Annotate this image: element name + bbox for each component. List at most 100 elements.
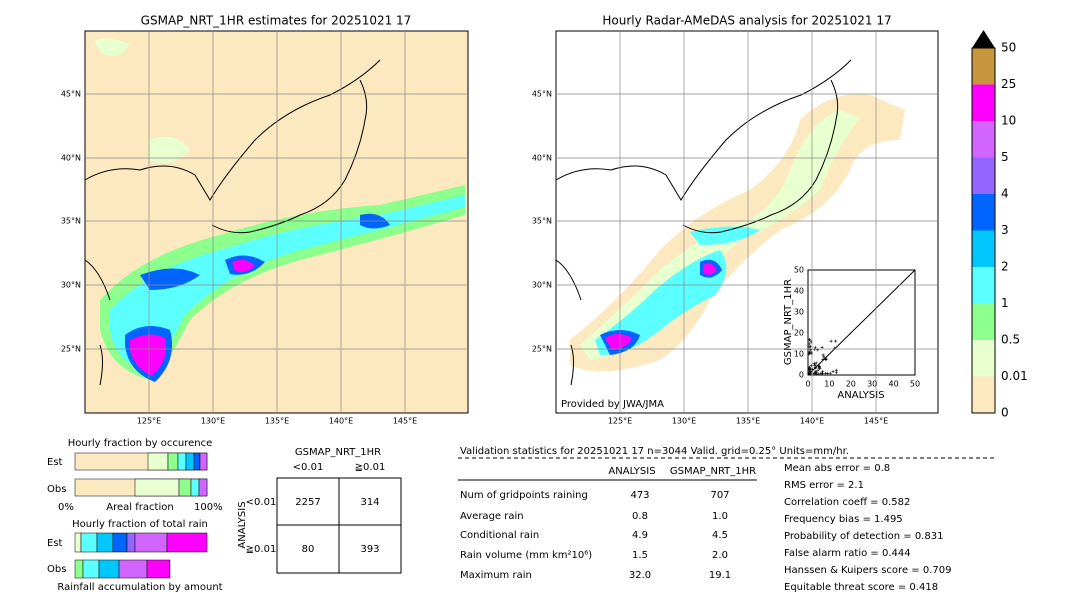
lon-label: 145°E [393, 417, 417, 426]
cross [821, 357, 825, 361]
lon-label: 135°E [736, 417, 760, 426]
value: 473 [630, 490, 649, 501]
lon-label: 140°E [329, 417, 353, 426]
fraction-bar [74, 452, 208, 497]
cross [807, 350, 811, 354]
inset-x-label: ANALYSIS [837, 390, 884, 401]
inset-y-tick: 20 [794, 329, 804, 338]
row-label: Num of gridpoints raining [460, 490, 588, 501]
colorbar-segment [972, 230, 995, 267]
score: RMS error = 2.1 [784, 480, 864, 491]
colorbar-segment [972, 157, 995, 194]
score: Hanssen & Kuipers score = 0.709 [784, 565, 951, 576]
value: 4.5 [712, 530, 728, 541]
inset-y-tick: 30 [794, 308, 804, 317]
table-cell: 393 [360, 544, 379, 555]
value: 19.1 [709, 570, 731, 581]
cross [828, 371, 832, 375]
axis-label: Areal fraction [106, 502, 173, 513]
table-cell: 314 [360, 497, 379, 508]
cross [813, 345, 817, 349]
cross [814, 372, 818, 376]
inset-y-tick: 40 [794, 287, 804, 296]
rain-area [130, 259, 255, 376]
cross [807, 345, 811, 349]
value: 1.5 [632, 550, 648, 561]
map-title: Hourly Radar-AMeDAS analysis for 2025102… [602, 14, 891, 28]
row-label: Conditional rain [460, 530, 539, 541]
lat-label: 30°N [532, 281, 552, 290]
table-cell: 80 [302, 544, 315, 555]
row-label: Average rain [460, 511, 524, 522]
row-label: Est [47, 538, 63, 549]
colorbar-label: 25 [1001, 77, 1016, 91]
inset-x-tick: 10 [824, 380, 834, 389]
row-label: <0.01 [246, 497, 277, 508]
cross [816, 368, 820, 372]
cross [824, 357, 828, 361]
lat-label: 25°N [532, 345, 552, 354]
cross [813, 347, 817, 351]
value: 707 [710, 490, 729, 501]
row-label: Est [47, 457, 63, 468]
row-label: ≧0.01 [246, 544, 277, 555]
panel-footer: Rainfall accumulation by amount [57, 582, 222, 593]
credit: Provided by JWA/JMA [561, 399, 664, 410]
score: Correlation coeff = 0.582 [784, 497, 910, 508]
value: 32.0 [629, 570, 651, 581]
colorbar-label: 10 [1001, 114, 1016, 128]
cross [813, 363, 817, 367]
value: 1.0 [712, 511, 728, 522]
map-frame [555, 30, 939, 414]
cross [807, 368, 811, 372]
cross [819, 372, 823, 376]
lon-label: 130°E [672, 417, 696, 426]
colorbar-frame [971, 47, 996, 414]
cross [834, 368, 838, 372]
value: 4.9 [632, 530, 648, 541]
colorbar-label: 2 [1001, 260, 1009, 274]
cross [814, 361, 818, 365]
cross [831, 370, 835, 374]
cross [820, 346, 824, 350]
lat-label: 45°N [532, 90, 552, 99]
validation-header: Validation statistics for 20251021 17 n=… [460, 446, 849, 457]
lon-label: 125°E [137, 417, 161, 426]
colorbar-label: 0.5 [1001, 333, 1020, 347]
colorbar-label: 1 [1001, 296, 1009, 310]
lon-label: 130°E [201, 417, 225, 426]
value: 2.0 [712, 550, 728, 561]
colorbar-label: 0.01 [1001, 369, 1028, 383]
lon-label: 140°E [800, 417, 824, 426]
lon-label: 125°E [608, 417, 632, 426]
coastline [84, 59, 381, 386]
cross [808, 372, 812, 376]
column-header: GSMAP_NRT_1HR [670, 466, 756, 477]
lon-label: 145°E [864, 417, 888, 426]
cross [822, 355, 826, 359]
map-frame [84, 30, 469, 414]
cross [824, 358, 828, 362]
lat-label: 45°N [61, 90, 81, 99]
column-label: <0.01 [293, 462, 324, 473]
inset-x-tick: 20 [846, 380, 856, 389]
colorbar-label: 4 [1001, 187, 1009, 201]
lon-label: 135°E [265, 417, 289, 426]
inset-y-tick: 0 [799, 371, 804, 380]
score: Probability of detection = 0.831 [784, 531, 943, 542]
table-title: GSMAP_NRT_1HR [295, 447, 381, 458]
cross [833, 339, 837, 343]
lat-label: 40°N [532, 154, 552, 163]
inset-y-tick: 10 [794, 350, 804, 359]
inset-x-tick: 40 [889, 380, 899, 389]
axis-label: 0% [58, 502, 74, 513]
rain-area [595, 226, 760, 355]
axis-label: 100% [194, 502, 223, 513]
column-header: ANALYSIS [608, 466, 655, 477]
colorbar-segment [972, 48, 995, 85]
colorbar-label: 0 [1001, 406, 1009, 420]
row-axis: ANALYSIS [237, 501, 248, 548]
cross [821, 353, 825, 357]
score: Equitable threat score = 0.418 [784, 582, 938, 593]
colorbar-extend [972, 30, 995, 48]
